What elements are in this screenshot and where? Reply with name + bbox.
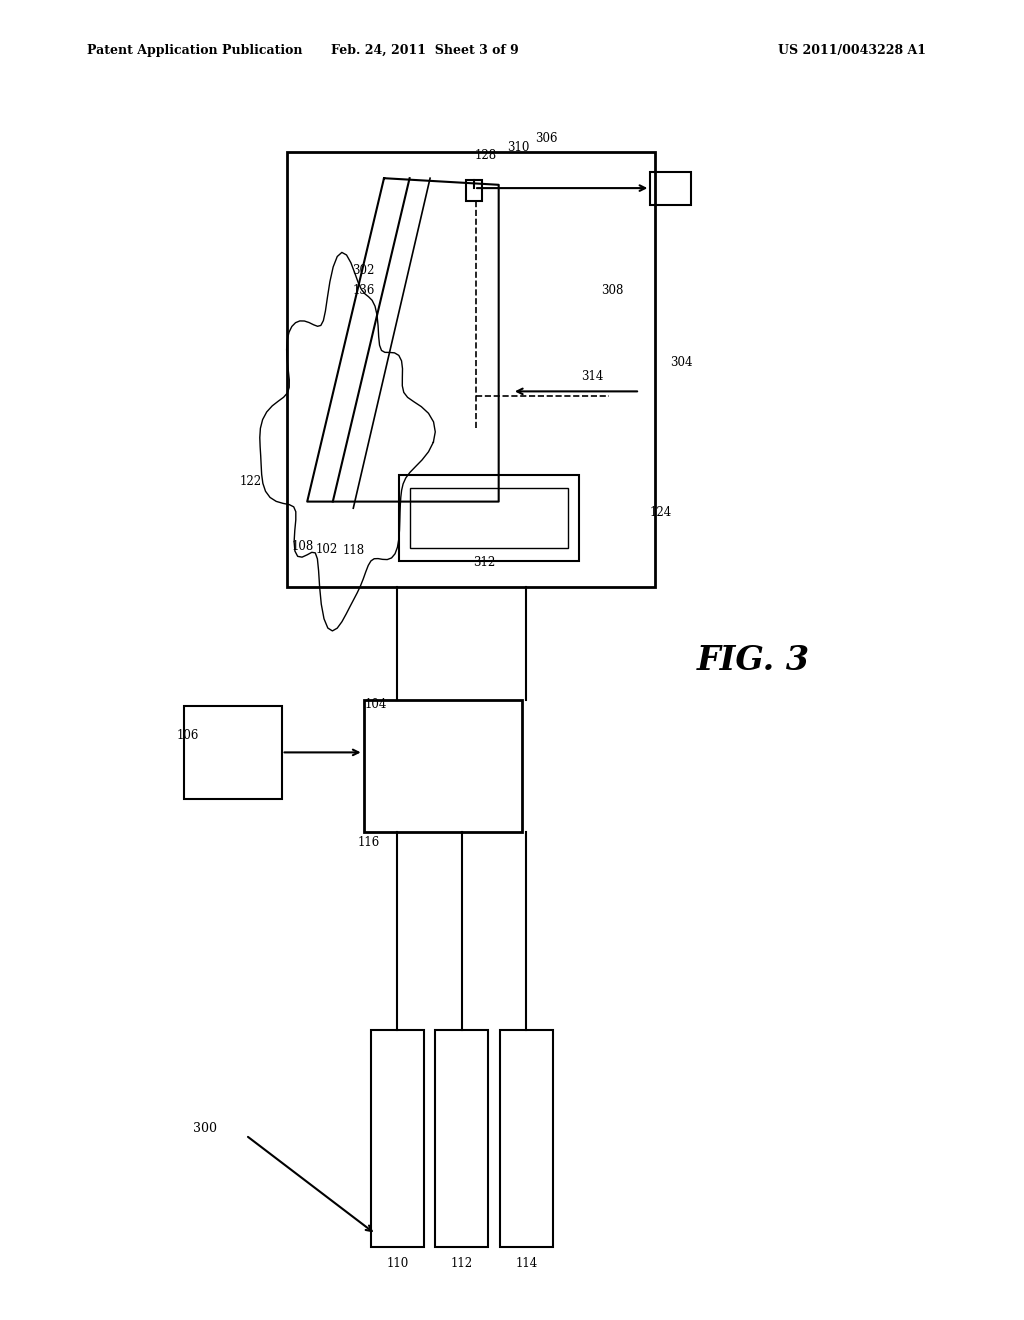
- Text: 102: 102: [315, 543, 338, 556]
- Text: 308: 308: [601, 284, 624, 297]
- Bar: [371, 1030, 424, 1247]
- Text: 136: 136: [352, 284, 375, 297]
- Bar: [435, 1030, 488, 1247]
- Text: 310: 310: [507, 141, 529, 154]
- Text: 116: 116: [357, 836, 380, 849]
- Text: 312: 312: [473, 556, 496, 569]
- Text: 304: 304: [670, 356, 692, 370]
- Text: 124: 124: [649, 506, 672, 519]
- Text: 122: 122: [240, 475, 262, 488]
- Bar: [500, 1030, 553, 1247]
- Text: US 2011/0043228 A1: US 2011/0043228 A1: [778, 44, 927, 57]
- Text: 128: 128: [474, 149, 497, 162]
- Text: 306: 306: [536, 132, 558, 145]
- Text: 108: 108: [292, 540, 314, 553]
- Text: 106: 106: [176, 729, 199, 742]
- Bar: [399, 475, 579, 561]
- Text: 302: 302: [352, 264, 375, 277]
- Text: 118: 118: [342, 544, 365, 557]
- Bar: [650, 172, 691, 205]
- Bar: [466, 180, 482, 201]
- Bar: [364, 700, 522, 832]
- Text: Feb. 24, 2011  Sheet 3 of 9: Feb. 24, 2011 Sheet 3 of 9: [331, 44, 519, 57]
- Text: 104: 104: [365, 698, 387, 711]
- Text: 300: 300: [193, 1122, 217, 1135]
- Text: 114: 114: [515, 1257, 538, 1270]
- Text: Patent Application Publication: Patent Application Publication: [87, 44, 302, 57]
- Bar: [184, 706, 282, 799]
- Bar: [287, 152, 655, 587]
- Text: 110: 110: [386, 1257, 409, 1270]
- Text: 314: 314: [581, 370, 603, 383]
- Text: FIG. 3: FIG. 3: [696, 644, 809, 676]
- Bar: [410, 488, 568, 548]
- Text: 112: 112: [451, 1257, 473, 1270]
